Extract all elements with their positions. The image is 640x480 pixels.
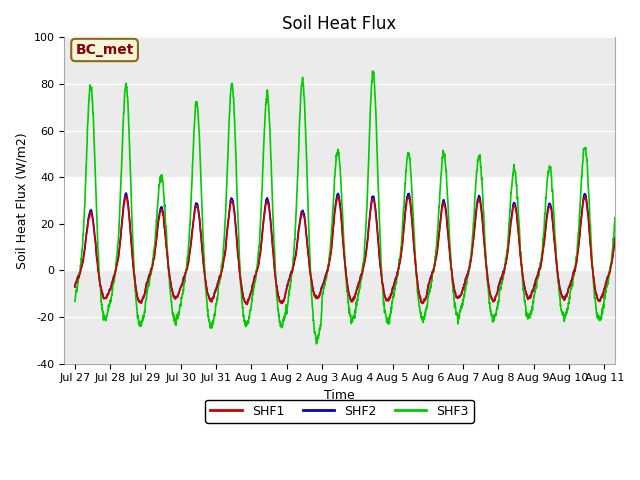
Text: BC_met: BC_met	[76, 43, 134, 57]
Title: Soil Heat Flux: Soil Heat Flux	[282, 15, 397, 33]
Legend: SHF1, SHF2, SHF3: SHF1, SHF2, SHF3	[205, 400, 474, 423]
Bar	[64, 177, 615, 270]
X-axis label: Time: Time	[324, 389, 355, 402]
Y-axis label: Soil Heat Flux (W/m2): Soil Heat Flux (W/m2)	[15, 132, 28, 269]
